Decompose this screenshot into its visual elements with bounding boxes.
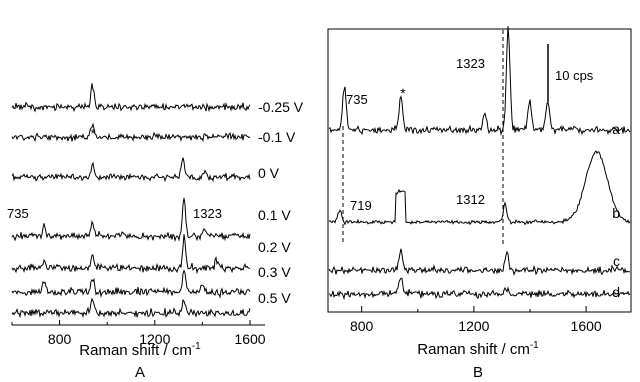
panel-b-tick-label-1600: 1600 <box>571 318 602 334</box>
panel-a-trace-0-5-v <box>11 297 251 319</box>
panel-a-series-label-0-1-v: -0.1 V <box>258 129 296 145</box>
panel-a-series-label-0-5-v: 0.5 V <box>258 290 291 306</box>
panel-a: -0.25 V -0.1 V 0 V 0.1 V 0.2 V 0.3 V 0.5 V 800… <box>7 83 304 381</box>
panel-b-series-label-d: d <box>612 284 620 300</box>
panel-b-scale-bar-label: 10 cps <box>555 68 594 83</box>
panel-b-frame <box>327 28 632 313</box>
panel-a-tick-label-800: 800 <box>48 331 72 347</box>
panel-b-735-annotation: 735 <box>346 92 368 107</box>
panel-b-asterisk-annotation: * <box>400 85 406 101</box>
panel-a-series-label-0-2-v: 0.2 V <box>258 239 291 255</box>
panel-b-ticks: 800 1200 1600 <box>350 306 602 334</box>
panel-b-traces <box>328 26 631 301</box>
panel-b-series-labels: a b cd <box>612 121 620 300</box>
panel-b-series-label-c: c <box>613 253 620 269</box>
panel-b-tick-label-800: 800 <box>350 318 374 334</box>
panel-b: a b cd 800 1200 1600 10 cps 735 * 1323 719 1… <box>327 26 632 381</box>
panel-b-trace-c <box>328 248 631 277</box>
panel-a-tick-label-1600: 1600 <box>234 331 265 347</box>
panel-b-x-axis-title: Raman shift / cm-1 <box>417 340 539 358</box>
panel-a-series-label-0-25-v: -0.25 V <box>258 99 304 115</box>
panel-a-trace-0-2-v <box>11 234 251 275</box>
panel-a-trace-0-25-v <box>11 83 251 113</box>
panel-a-series-label-0-1-v: 0.1 V <box>258 207 291 223</box>
panel-a-735-annotation: 735 <box>7 206 29 221</box>
panel-a-tick-label-1200: 1200 <box>139 331 170 347</box>
panel-b-1323-annotation: 1323 <box>456 56 485 71</box>
panel-a-trace-0-v <box>11 157 251 183</box>
panel-b-719-annotation: 719 <box>350 198 372 213</box>
panel-a-x-axis-title: Raman shift / cm-1 <box>79 341 201 359</box>
panel-a-label: A <box>135 364 145 381</box>
panel-b-1312-annotation: 1312 <box>456 192 485 207</box>
panel-b-trace-a <box>328 26 631 136</box>
panel-b-trace-d <box>328 277 631 301</box>
panel-a-ticks: 800 1200 1600 <box>11 320 266 347</box>
panel-b-tick-label-1200: 1200 <box>458 318 489 334</box>
panel-b-series-label-b: b <box>612 205 620 221</box>
panel-a-trace-0-3-v <box>11 269 251 299</box>
panel-a-traces <box>11 83 251 319</box>
panel-b-trace-b <box>328 150 631 226</box>
panel-a-trace-0-1-v <box>11 122 251 143</box>
panel-a-series-label-0-3-v: 0.3 V <box>258 264 291 280</box>
panel-a-asterisk-annotation: * <box>90 126 95 141</box>
panel-b-label: B <box>473 364 483 381</box>
panel-a-trace-0-1-v <box>11 197 251 243</box>
panel-b-series-label-a: a <box>612 121 620 137</box>
panel-a-series-label-0-v: 0 V <box>258 165 280 181</box>
panel-a-series-labels: -0.25 V -0.1 V 0 V 0.1 V 0.2 V 0.3 V 0.5 V <box>258 99 304 306</box>
panel-a-1323-annotation: 1323 <box>193 206 222 221</box>
